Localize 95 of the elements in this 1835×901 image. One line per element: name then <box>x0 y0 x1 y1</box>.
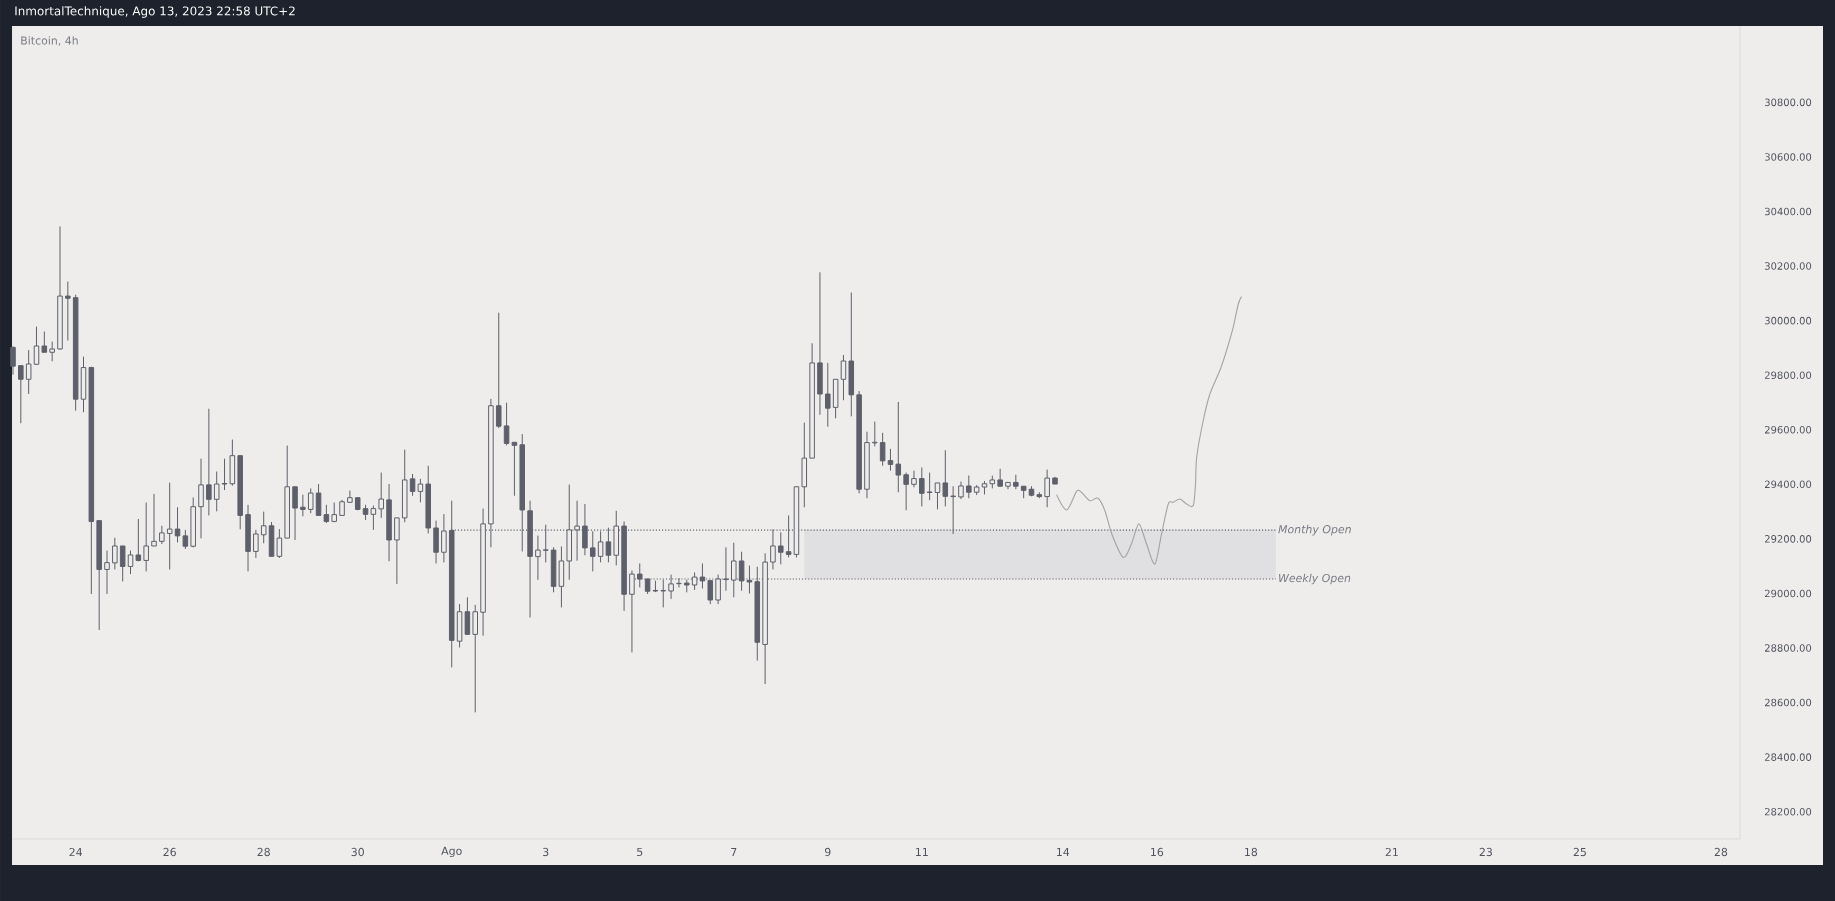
candlestick <box>942 449 949 507</box>
candlestick <box>911 470 917 488</box>
x-tick-label: 14 <box>1057 847 1070 856</box>
candlestick <box>119 545 126 582</box>
candlestick <box>166 482 173 570</box>
candlestick <box>41 331 48 353</box>
candlestick <box>300 494 306 517</box>
candlestick <box>213 470 220 512</box>
candlestick <box>292 486 298 541</box>
candlestick <box>966 475 972 499</box>
candlestick <box>221 458 228 491</box>
candlestick <box>926 472 933 501</box>
candlestick <box>307 487 314 514</box>
y-tick-label: 29200.00 <box>1764 535 1812 543</box>
candlestick <box>347 490 353 503</box>
candlestick <box>49 341 55 362</box>
candlestick <box>997 468 1003 487</box>
candlestick <box>323 504 330 524</box>
candlestick <box>127 550 134 575</box>
x-tick-label: 30 <box>351 847 364 857</box>
candlestick <box>276 528 283 559</box>
candlestick <box>511 441 518 497</box>
candlestick <box>315 483 322 516</box>
candlestick <box>198 458 204 539</box>
y-tick-label: 29600.00 <box>1764 425 1812 434</box>
x-tick-label: 21 <box>1385 847 1398 857</box>
x-tick-label: Ago <box>441 846 462 858</box>
candlestick <box>25 349 32 395</box>
candlestick <box>887 448 894 472</box>
candlestick <box>182 529 189 550</box>
candlestick <box>135 518 142 562</box>
candlestick <box>441 513 447 563</box>
candlestick <box>378 472 384 519</box>
x-tick-label: 16 <box>1151 847 1164 857</box>
candlestick <box>879 432 886 467</box>
series-label: Weekly Open <box>1279 573 1351 585</box>
candlestick <box>409 473 416 497</box>
candlestick <box>10 346 16 376</box>
y-tick-label: 30200.00 <box>1765 262 1812 270</box>
x-tick-label: 23 <box>1479 847 1492 857</box>
x-tick-label: 18 <box>1245 847 1258 857</box>
candlestick <box>825 362 831 428</box>
candlestick <box>174 506 181 543</box>
candlestick <box>151 493 157 547</box>
candlestick <box>65 281 71 342</box>
candlestick <box>472 604 478 713</box>
x-tick-label: 28 <box>257 847 270 857</box>
candlestick <box>112 537 118 570</box>
x-tick-label: 3 <box>543 847 549 857</box>
x-tick-label: 11 <box>916 847 928 856</box>
y-tick-label: 29800.00 <box>1764 371 1812 379</box>
candlestick <box>394 517 400 585</box>
x-tick-label: 25 <box>1573 847 1586 857</box>
text: Bitcoin, 4h <box>21 36 78 46</box>
candlestick <box>33 326 40 366</box>
x-tick-label: 9 <box>824 847 831 857</box>
candlestick <box>260 511 267 544</box>
candlestick <box>840 354 847 401</box>
x-tick-label: 24 <box>69 847 83 857</box>
candlestick <box>934 482 941 510</box>
y-tick-label: 29000.00 <box>1764 589 1812 598</box>
candlestick <box>18 365 24 424</box>
candlestick <box>1044 469 1050 508</box>
text: InmortalTechnique, Ago 13, 2023 22:58 UTC+2 <box>15 6 295 18</box>
y-tick-label: 28800.00 <box>1764 644 1812 652</box>
candlestick <box>206 408 212 516</box>
x-tick-label: 5 <box>637 847 643 857</box>
candlestick <box>903 472 909 511</box>
y-tick-label: 29400.00 <box>1764 480 1812 489</box>
candlestick <box>919 466 925 507</box>
candlestick <box>143 502 149 572</box>
y-tick-label: 30600.00 <box>1765 153 1812 161</box>
candlestick <box>104 550 110 595</box>
candlestick <box>253 529 259 559</box>
candlestick <box>895 401 902 493</box>
x-tick-label: 7 <box>731 847 737 856</box>
candlestick <box>495 312 502 429</box>
line-series <box>1056 296 1243 565</box>
candlestick <box>370 505 377 531</box>
series-label: Monthy Open <box>1278 524 1351 536</box>
y-tick-label: 28400.00 <box>1764 753 1812 761</box>
candlestick <box>417 478 424 503</box>
y-tick-label: 28200.00 <box>1764 807 1812 816</box>
candlestick <box>589 530 596 572</box>
y-tick-label: 30000.00 <box>1765 316 1812 325</box>
y-tick-label: 30400.00 <box>1765 207 1812 216</box>
candlestick <box>542 524 549 563</box>
y-tick-label: 30800.00 <box>1765 98 1812 107</box>
x-tick-label: 26 <box>163 847 176 857</box>
candlestick <box>503 402 510 446</box>
candlestick <box>159 525 165 545</box>
candlestick <box>464 596 471 635</box>
candlestick <box>535 535 541 581</box>
x-tick-label: 28 <box>1714 847 1728 857</box>
y-tick-label: 28600.00 <box>1764 698 1812 707</box>
